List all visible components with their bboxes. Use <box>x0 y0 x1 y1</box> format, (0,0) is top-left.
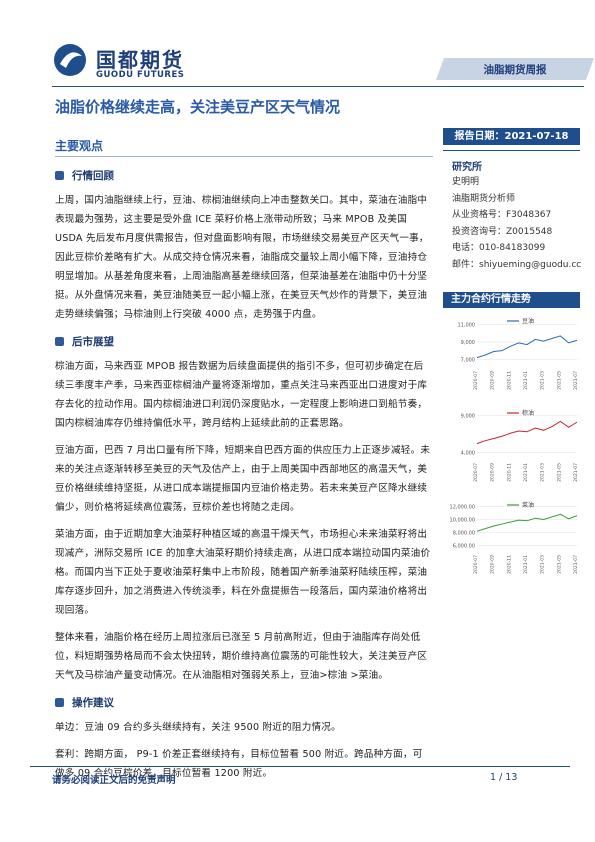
x-tick-label: 2020-07 <box>473 371 479 390</box>
contact: 史明明 油脂期货分析师 从业资格号：F3048367 投资咨询号：Z001554… <box>452 174 582 273</box>
y-tick-label: 7,000 <box>461 357 475 363</box>
consult: 投资咨询号：Z0015548 <box>452 226 553 237</box>
section-heading: 操作建议 <box>55 695 432 710</box>
paragraph: 单边：豆油 09 合约多头继续持有，关注 9500 附近的阻力情况。 <box>55 722 341 733</box>
price-line <box>476 335 578 359</box>
section-heading: 行情回顾 <box>55 168 432 183</box>
x-tick-label: 2020-07 <box>473 463 479 482</box>
price-line <box>476 420 578 445</box>
y-tick-label: 11,000 <box>458 323 476 329</box>
price-line <box>476 513 578 532</box>
paragraph: 菜油方面，由于近期加拿大油菜籽种植区域的高温干燥天气，市场担心未来油菜籽将出现减… <box>55 529 431 616</box>
x-tick-label: 2021-05 <box>556 463 562 482</box>
x-tick-label: 2021-05 <box>556 555 562 574</box>
x-tick-label: 2021-01 <box>523 371 529 390</box>
x-tick-label: 2020-11 <box>506 463 512 482</box>
x-tick-label: 2021-03 <box>540 371 546 390</box>
report-type: 油脂期货周报 <box>483 64 547 76</box>
main-heading: 主要观点 <box>55 139 104 153</box>
title: 油脂价格继续走高，关注美豆产区天气情况 <box>55 98 341 116</box>
section-heading: 后市展望 <box>55 334 432 349</box>
rule <box>30 766 570 767</box>
page-number: 1 / 13 <box>490 772 518 783</box>
paragraph: 棕油方面，马来西亚 MPOB 报告数据为后续盘面提供的指引不多，但可初步确定在后… <box>55 361 428 429</box>
x-tick-label: 2021-07 <box>573 463 579 482</box>
section-icon <box>55 698 64 707</box>
charts: 7,000 9,000 11,000 2020-07 2020-09 2020-11 202… <box>443 310 583 586</box>
x-tick-label: 2021-01 <box>523 463 529 482</box>
y-tick-label: 9,000 <box>461 413 475 419</box>
x-tick-label: 2020-11 <box>506 555 512 574</box>
legend-label: 菜油 <box>522 501 534 509</box>
disclaimer: 请务必阅读正文后的免责声明 <box>52 775 176 786</box>
email: 邮件：shiyueming@guodu.cc <box>452 259 582 270</box>
x-tick-label: 2020-09 <box>490 555 496 574</box>
mini-chart: 7,000 9,000 11,000 2020-07 2020-09 2020-11 202… <box>458 317 580 390</box>
paragraph: 上周，国内油脂继续上行，豆油、棕榈油继续向上冲击整数关口。其中，菜油在油脂中表现… <box>55 195 429 320</box>
rule <box>52 86 584 87</box>
x-tick-label: 2020-11 <box>506 371 512 390</box>
y-tick-label: 9,000 <box>461 340 475 346</box>
section-title: 行情回顾 <box>72 170 114 182</box>
mini-chart: 4,000 9,000 2020-07 2020-09 2020-11 2021-01 20… <box>461 409 579 482</box>
sidebar-heading: 研究所 <box>452 162 482 173</box>
role: 油脂期货分析师 <box>452 193 516 204</box>
y-tick-label: 6,000.00 <box>453 544 475 550</box>
section-title: 操作建议 <box>72 697 114 709</box>
phone: 电话：010-84183099 <box>452 243 546 253</box>
section-title: 后市展望 <box>72 336 114 348</box>
mini-chart: 6,000.00 8,000.00 10,000.00 12,000.00 2020-0… <box>450 501 579 574</box>
rule <box>55 156 433 157</box>
x-tick-label: 2021-01 <box>523 555 529 574</box>
logo-cn: 国都期货 <box>96 48 184 72</box>
y-tick-label: 4,000 <box>461 451 475 457</box>
report-date: 报告日期：2021-07-18 <box>443 128 580 145</box>
rule <box>443 150 580 151</box>
section-icon <box>55 337 64 346</box>
y-tick-label: 8,000.00 <box>453 531 475 537</box>
x-tick-label: 2020-07 <box>473 555 479 574</box>
x-tick-label: 2021-03 <box>540 463 546 482</box>
legend-label: 豆油 <box>522 317 534 325</box>
analyst: 史明明 <box>452 177 480 187</box>
license: 从业资格号：F3048367 <box>452 210 552 220</box>
logo-icon <box>54 44 86 76</box>
logo-en: GUODU FUTURES <box>96 70 185 80</box>
x-tick-label: 2021-07 <box>573 371 579 390</box>
x-tick-label: 2021-07 <box>573 555 579 574</box>
y-tick-label: 10,000.00 <box>450 518 475 524</box>
x-tick-label: 2021-05 <box>556 371 562 390</box>
x-tick-label: 2020-09 <box>490 371 496 390</box>
paragraph: 豆油方面，巴西 7 月出口量有所下降，短期来自巴西方面的供应压力上正逐步减轻。未… <box>55 445 431 513</box>
main-body: 行情回顾上周，国内油脂继续上行，豆油、棕榈油继续向上冲击整数关口。其中，菜油在油… <box>55 158 432 791</box>
y-tick-label: 12,000.00 <box>450 505 475 511</box>
legend-label: 棕油 <box>522 409 534 417</box>
x-tick-label: 2021-03 <box>540 555 546 574</box>
x-tick-label: 2020-09 <box>490 463 496 482</box>
section-icon <box>55 171 64 180</box>
paragraph: 套利：跨期方面， P9-1 价差正套继续持有，目标位暂看 500 附近。跨品种方… <box>55 749 423 779</box>
paragraph: 整体来看，油脂价格在经历上周拉涨后已涨至 5 月前高附近，但由于油脂库存尚处低位… <box>55 632 428 681</box>
chart-heading: 主力合约行情走势 <box>443 292 580 308</box>
